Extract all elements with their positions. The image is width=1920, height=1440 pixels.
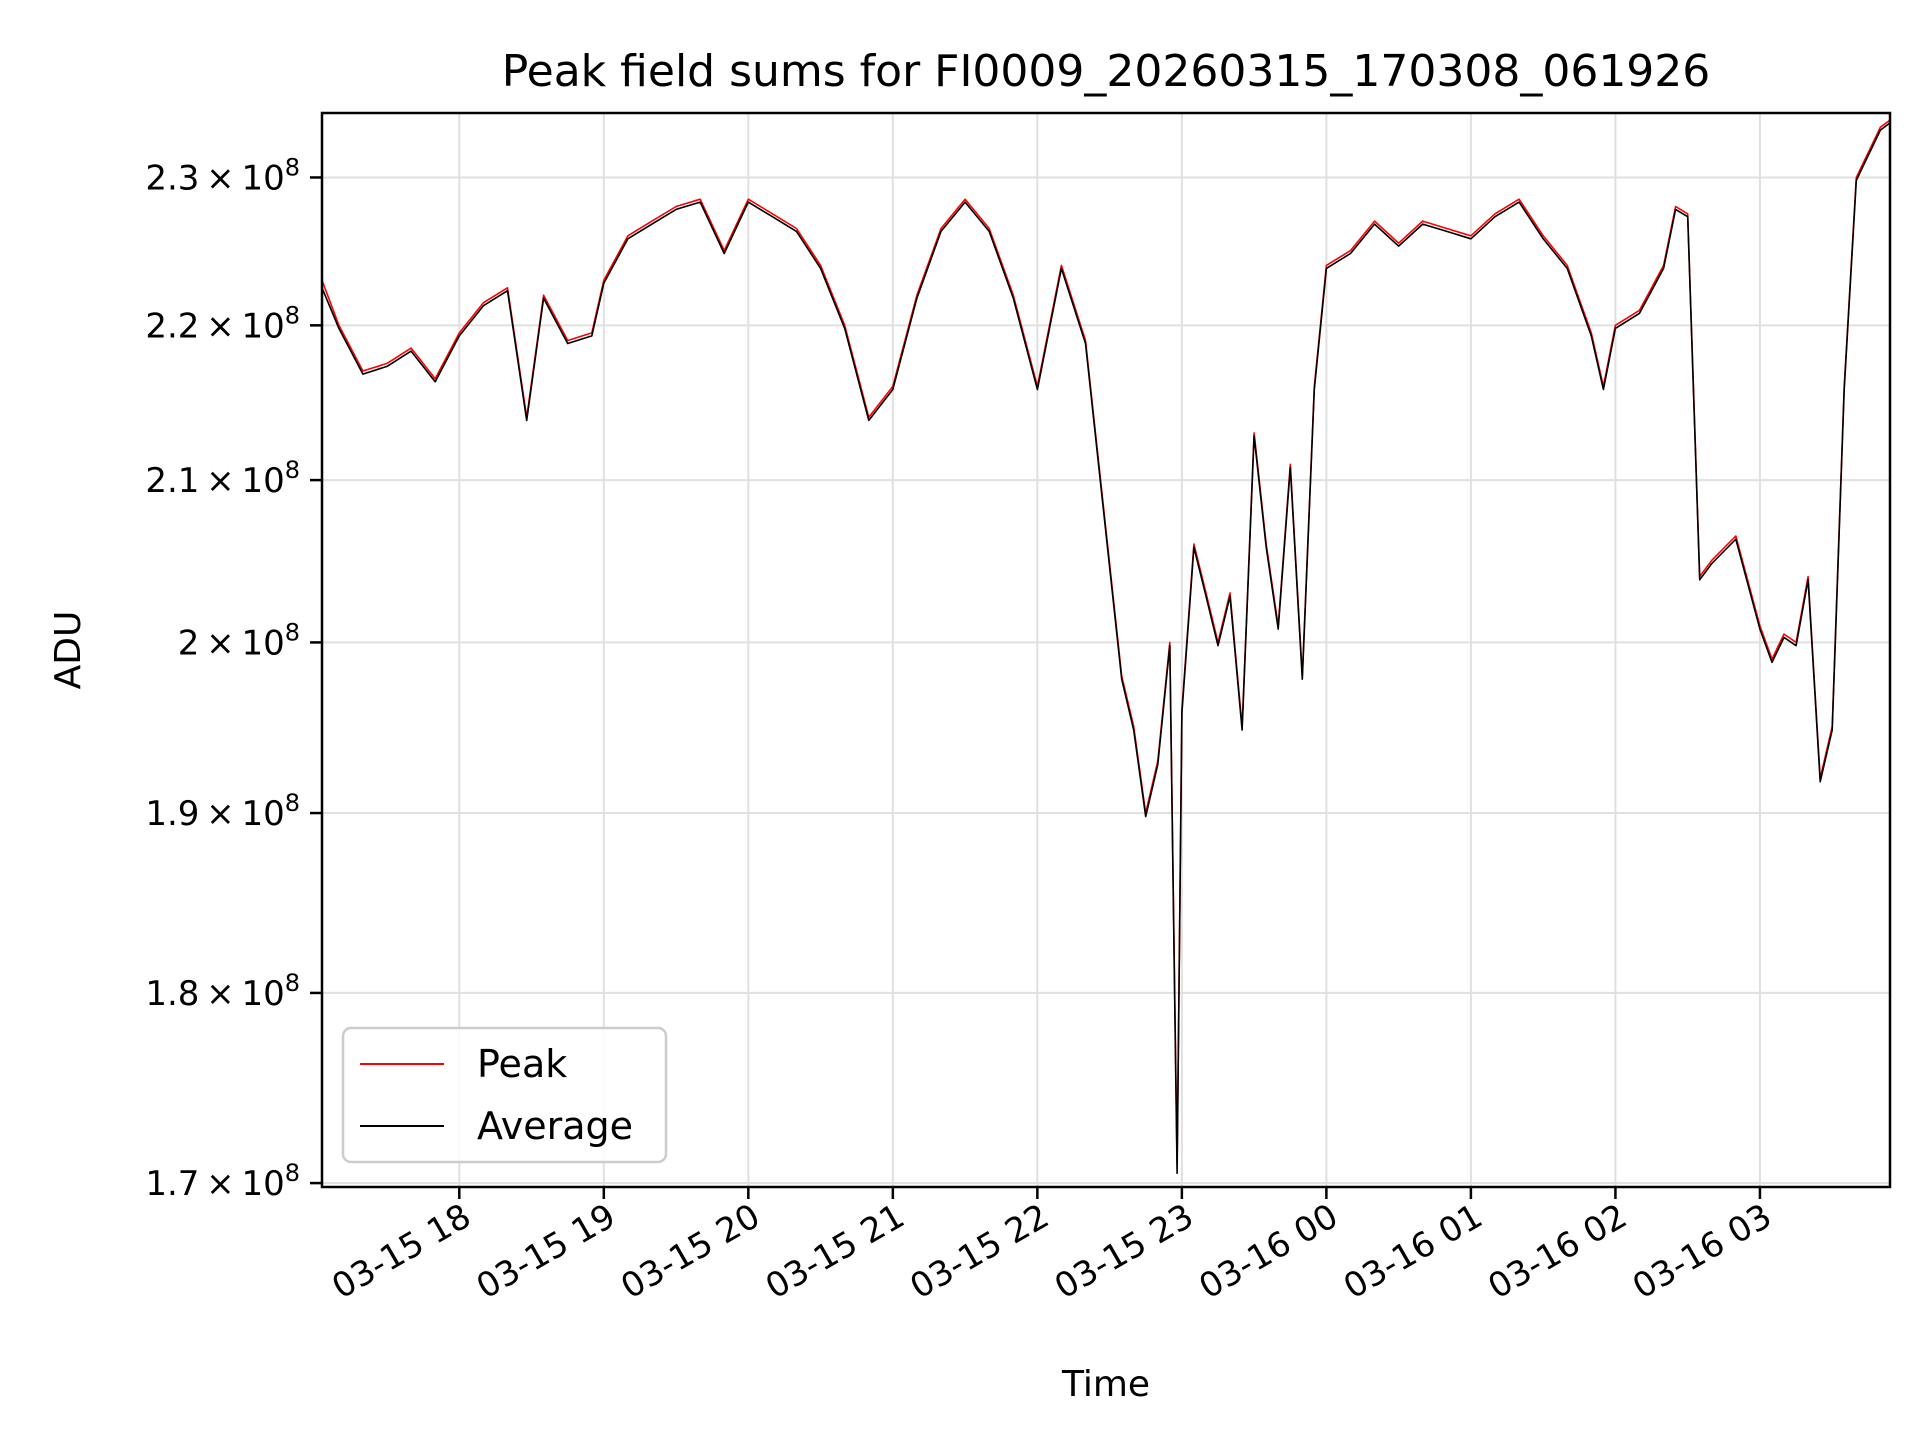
legend-label-average: Average bbox=[477, 1104, 633, 1148]
grid bbox=[322, 113, 1890, 1187]
y-tick-label: 1.7 × 108 bbox=[145, 1159, 300, 1204]
series-layer bbox=[321, 119, 1891, 1175]
y-tick-label: 2 × 108 bbox=[178, 618, 300, 663]
y-tick-label: 2.1 × 108 bbox=[145, 456, 300, 501]
x-axis-label: Time bbox=[1061, 1364, 1150, 1405]
y-tick-label: 1.8 × 108 bbox=[145, 969, 300, 1014]
legend-label-peak: Peak bbox=[477, 1042, 567, 1086]
series-line-average bbox=[321, 122, 1891, 1175]
y-axis-label: ADU bbox=[48, 611, 89, 690]
plot-frame bbox=[320, 111, 1892, 1189]
y-tick-label: 2.3 × 108 bbox=[145, 153, 300, 198]
chart-title: Peak field sums for FI0009_20260315_1703… bbox=[502, 46, 1711, 97]
legend: Peak Average bbox=[341, 1026, 668, 1164]
y-tick-label: 1.9 × 108 bbox=[145, 789, 300, 834]
legend-box bbox=[341, 1026, 668, 1164]
y-tick-label: 2.2 × 108 bbox=[145, 301, 300, 346]
